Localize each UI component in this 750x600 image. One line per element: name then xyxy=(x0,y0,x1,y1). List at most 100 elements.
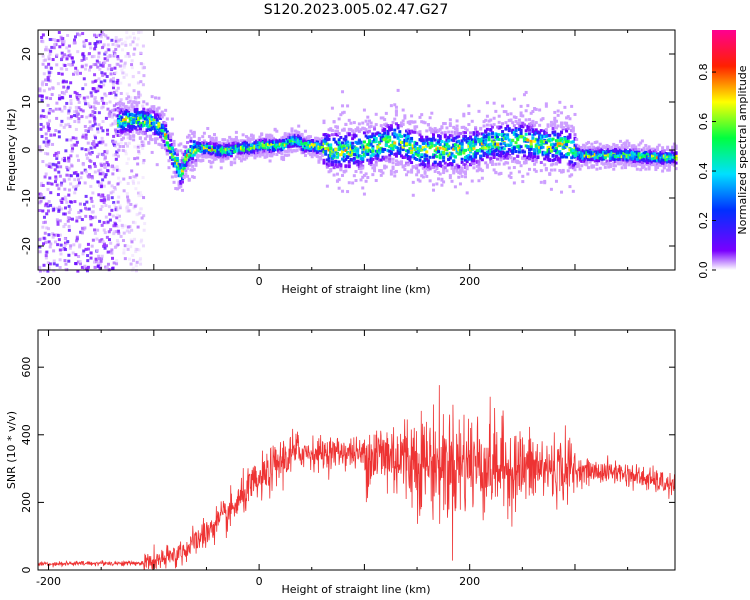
spectrogram-cell xyxy=(551,158,555,162)
spectrogram-cell xyxy=(76,269,80,273)
spectrogram-cell xyxy=(506,156,510,160)
spectrogram-cell xyxy=(111,214,115,218)
spectrogram-cell xyxy=(423,141,427,145)
spectrogram-cell xyxy=(177,162,181,166)
spectrogram-cell xyxy=(507,143,511,147)
spectrogram-cell xyxy=(211,147,215,151)
spectrogram-cell xyxy=(98,240,102,244)
spectrogram-cell xyxy=(47,164,51,168)
spectrogram-cell xyxy=(255,145,259,149)
spectrogram-cell xyxy=(399,121,403,125)
spectrogram-cell xyxy=(54,151,58,155)
spectrogram-cell xyxy=(442,159,446,163)
spectrogram-cell xyxy=(492,152,496,156)
spectrogram-cell xyxy=(516,144,520,148)
spectrogram-cell xyxy=(433,160,437,164)
spectrogram-cell xyxy=(374,154,378,158)
spectrogram-cell xyxy=(312,140,316,144)
spectrogram-cell xyxy=(157,122,161,126)
spectrogram-cell xyxy=(546,133,550,137)
spectrogram-cell xyxy=(121,225,125,229)
spectrogram-cell xyxy=(287,132,291,136)
spectrogram-cell xyxy=(75,94,79,98)
spectrogram-cell xyxy=(141,176,145,180)
spectrogram-cell xyxy=(571,166,575,170)
spectrogram-cell xyxy=(546,145,550,149)
spectrogram-cell xyxy=(196,145,200,149)
spectrogram-cell xyxy=(617,153,621,157)
spectrogram-cell xyxy=(49,203,53,207)
spectrogram-cell xyxy=(155,113,159,117)
spectrogram-cell xyxy=(346,140,350,144)
spectrogram-cell xyxy=(172,149,176,153)
spectrogram-cell xyxy=(65,46,69,50)
spectrogram-cell xyxy=(104,101,108,105)
spectrogram-cell xyxy=(438,138,442,142)
spectrogram-cell xyxy=(379,139,383,143)
spectrogram-cell xyxy=(58,45,62,49)
spectrogram-cell xyxy=(270,138,274,142)
spectrogram-cell xyxy=(112,230,116,234)
spectrogram-cell xyxy=(408,120,412,124)
spectrogram-cell xyxy=(406,170,410,174)
spectrogram-cell xyxy=(410,136,414,140)
spectrogram-cell xyxy=(89,46,93,50)
spectrogram-cell xyxy=(229,141,233,145)
spectrogram-cell xyxy=(528,167,532,171)
spectrogram-cell xyxy=(265,136,269,140)
spectrogram-cell xyxy=(107,181,111,185)
spectrogram-cell xyxy=(182,163,186,167)
spectrogram-cell xyxy=(568,117,572,121)
spectrogram-cell xyxy=(201,158,205,162)
spectrogram-cell xyxy=(122,108,126,112)
spectrogram-cell xyxy=(317,142,321,146)
spectrogram-cell xyxy=(497,125,501,129)
spectrogram-cell xyxy=(428,179,432,183)
spectrogram-cell xyxy=(71,60,75,64)
spectrogram-cell xyxy=(421,175,425,179)
spectrogram-cell xyxy=(549,143,553,147)
spectrogram-cell xyxy=(342,159,346,163)
spectrogram-cell xyxy=(182,158,186,162)
spectrogram-cell xyxy=(482,135,486,139)
spectrogram-cell xyxy=(575,153,579,157)
spectrogram-cell xyxy=(327,128,331,132)
spectrogram-cell xyxy=(133,204,137,208)
spectrogram-cell xyxy=(512,115,516,119)
spectrogram-cell xyxy=(581,156,585,160)
spectrogram-cell xyxy=(376,157,380,161)
spectrogram-cell xyxy=(615,158,619,162)
spectrogram-cell xyxy=(177,143,181,147)
spectrogram-cell xyxy=(48,176,52,180)
spectrogram-cell xyxy=(605,159,609,163)
spectrogram-cell xyxy=(566,115,570,119)
spectrogram-cell xyxy=(649,159,653,163)
spectrogram-cell xyxy=(127,54,131,58)
spectrogram-cell xyxy=(142,122,146,126)
spectrogram-cell xyxy=(460,146,464,150)
spectrogram-cell xyxy=(514,127,518,131)
spectrogram-cell xyxy=(244,153,248,157)
spectrogram-cell xyxy=(496,125,500,129)
spectrogram-cell xyxy=(512,181,516,185)
spectrogram-cell xyxy=(57,161,61,165)
spectrogram-cell xyxy=(359,161,363,165)
spectrogram-cell xyxy=(167,132,171,136)
spectrogram-cell xyxy=(275,140,279,144)
spectrogram-cell xyxy=(170,153,174,157)
spectrogram-cell xyxy=(297,143,301,147)
spectrogram-cell xyxy=(63,241,67,245)
spectrogram-cell xyxy=(597,156,601,160)
spectrogram-cell xyxy=(290,129,294,133)
spectrogram-cell xyxy=(620,157,624,161)
spectrogram-cell xyxy=(226,155,230,159)
spectrogram-cell xyxy=(137,181,141,185)
spectrogram-cell xyxy=(315,147,319,151)
spectrogram-cell xyxy=(99,182,103,186)
spectrogram-cell xyxy=(649,149,653,153)
spectrogram-cell xyxy=(132,175,136,179)
spectrogram-cell xyxy=(335,152,339,156)
spectrogram-cell xyxy=(437,171,441,175)
spectrogram-cell xyxy=(139,62,143,66)
spectrogram-cell xyxy=(180,172,184,176)
